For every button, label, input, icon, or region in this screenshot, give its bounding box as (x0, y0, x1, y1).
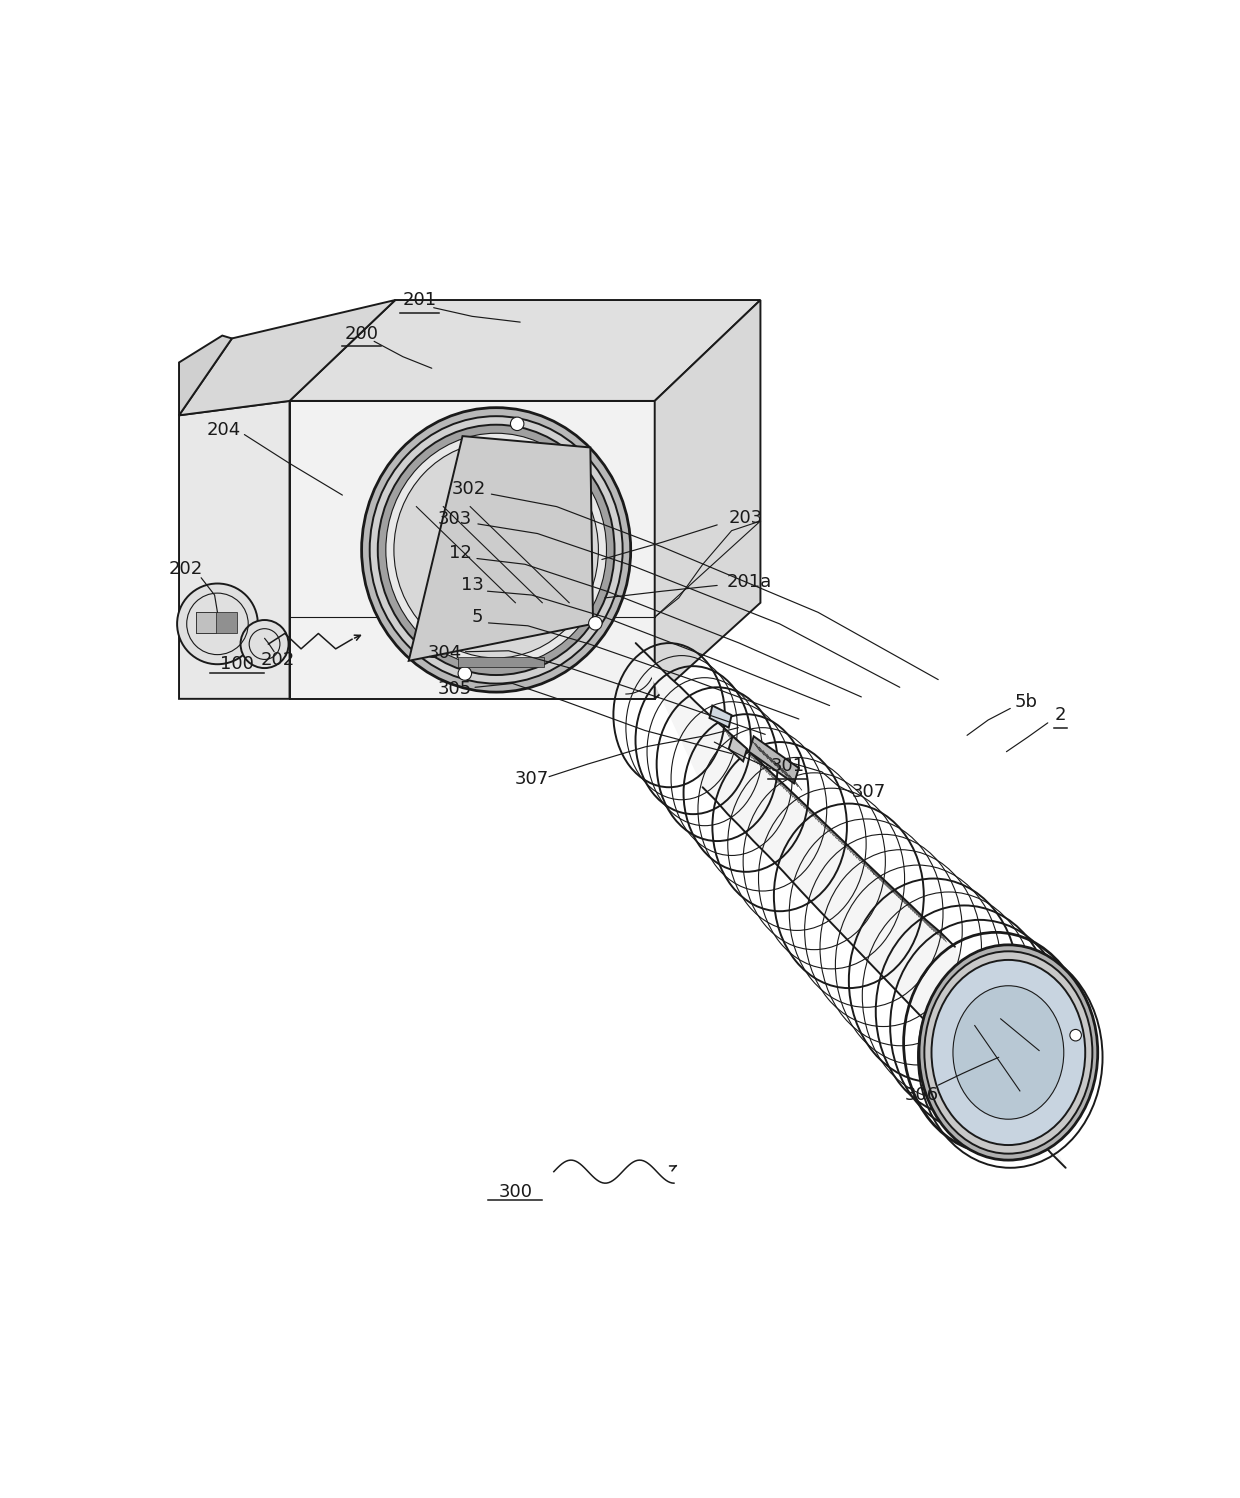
Text: 12: 12 (449, 544, 472, 562)
Polygon shape (655, 300, 760, 700)
Text: 307: 307 (515, 770, 549, 788)
Circle shape (458, 667, 471, 680)
Text: 200: 200 (345, 325, 378, 343)
Text: 306: 306 (905, 1086, 939, 1104)
Text: 201: 201 (402, 291, 436, 309)
Text: 202: 202 (260, 652, 295, 670)
Text: 203: 203 (729, 509, 763, 527)
Text: 204: 204 (207, 421, 242, 439)
Polygon shape (196, 613, 237, 634)
Polygon shape (458, 656, 544, 667)
Circle shape (177, 584, 258, 664)
Ellipse shape (919, 945, 1097, 1159)
Circle shape (589, 617, 603, 631)
Ellipse shape (386, 433, 606, 667)
Polygon shape (729, 737, 746, 761)
Text: 2: 2 (1054, 706, 1066, 724)
Text: 100: 100 (219, 655, 254, 673)
Ellipse shape (954, 986, 1064, 1119)
Polygon shape (179, 300, 396, 415)
Ellipse shape (362, 407, 631, 692)
Text: 307: 307 (852, 783, 887, 801)
Polygon shape (196, 613, 216, 634)
Circle shape (511, 416, 525, 430)
Ellipse shape (924, 951, 1092, 1153)
Polygon shape (179, 401, 290, 700)
Text: 202: 202 (169, 560, 203, 578)
Text: 300: 300 (498, 1183, 532, 1201)
Text: 302: 302 (453, 481, 486, 499)
Ellipse shape (931, 960, 1085, 1144)
Polygon shape (409, 436, 593, 661)
Ellipse shape (378, 425, 615, 676)
Text: 305: 305 (438, 680, 472, 698)
Ellipse shape (394, 442, 599, 658)
Polygon shape (749, 737, 799, 783)
Ellipse shape (370, 416, 622, 683)
Text: 13: 13 (461, 577, 484, 595)
Polygon shape (290, 300, 760, 401)
Polygon shape (636, 643, 1065, 1168)
Polygon shape (290, 401, 655, 700)
Circle shape (241, 620, 289, 668)
Text: 5: 5 (471, 608, 482, 626)
Polygon shape (709, 706, 732, 728)
Text: 5b: 5b (1014, 692, 1037, 710)
Text: 303: 303 (438, 511, 472, 529)
Text: 201a: 201a (727, 572, 771, 590)
Text: 301: 301 (770, 756, 805, 774)
Circle shape (1070, 1029, 1081, 1041)
Text: 304: 304 (428, 644, 463, 662)
Polygon shape (179, 336, 232, 415)
